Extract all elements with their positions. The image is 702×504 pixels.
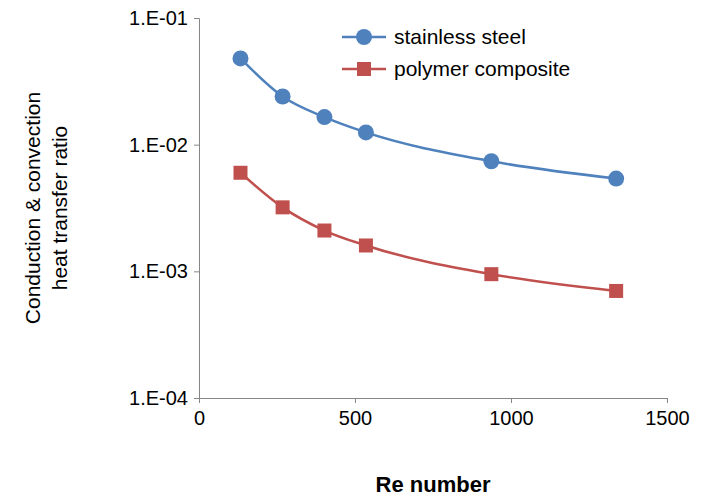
y-tick-label: 1.E-01: [129, 7, 188, 29]
x-tick-mark: [199, 398, 200, 403]
x-tick-label: 1500: [645, 407, 690, 429]
legend: stainless steel polymer composite: [342, 25, 570, 80]
point: [233, 166, 247, 180]
plot-area: [232, 50, 624, 298]
legend-marker: [357, 62, 371, 76]
point: [608, 171, 624, 187]
y-tick-label: 1.E-03: [129, 260, 188, 282]
y-axis-title: heat transfer ratio: [48, 126, 71, 291]
point: [359, 238, 373, 252]
y-tick-label: 1.E-04: [129, 387, 188, 409]
point: [358, 124, 374, 140]
chart: 1.E-04 1.E-03 1.E-02 1.E-01 0 500 1000 1500 Re n…: [0, 0, 702, 504]
x-tick-label: 500: [339, 407, 372, 429]
y-tick: 1.E-01: [129, 7, 199, 29]
legend-entry: stainless steel: [342, 25, 526, 48]
x-tick: 1000: [489, 398, 534, 429]
point: [316, 109, 332, 125]
y-axis-title: Conduction & convection: [21, 92, 44, 324]
point: [275, 89, 291, 105]
x-tick-label: 0: [194, 407, 205, 429]
x-tick: 0: [194, 398, 205, 429]
x-axis: 0 500 1000 1500: [194, 398, 690, 429]
series: [233, 166, 623, 298]
point: [483, 153, 499, 169]
point: [232, 50, 248, 66]
x-tick-mark: [667, 398, 668, 403]
y-axis: 1.E-04 1.E-03 1.E-02 1.E-01: [129, 7, 199, 409]
x-tick-label: 1000: [489, 407, 534, 429]
y-tick-mark: [194, 18, 199, 19]
y-tick: 1.E-03: [129, 260, 199, 282]
x-tick-mark: [511, 398, 512, 403]
y-tick: 1.E-02: [129, 134, 199, 156]
y-axis-line: [194, 19, 200, 399]
series: [232, 50, 624, 186]
point: [484, 267, 498, 281]
point: [609, 284, 623, 298]
legend-entry: polymer composite: [342, 57, 570, 80]
x-tick: 1500: [645, 398, 690, 429]
x-tick: 500: [339, 398, 372, 429]
point: [317, 224, 331, 238]
y-tick-label: 1.E-02: [129, 134, 188, 156]
point: [276, 200, 290, 214]
y-tick-mark: [194, 145, 199, 146]
legend-label: stainless steel: [394, 25, 526, 48]
y-tick: 1.E-04: [129, 387, 199, 409]
x-axis-line: [200, 399, 668, 404]
x-axis-title: Re number: [376, 472, 491, 497]
y-tick-mark: [194, 271, 199, 272]
y-tick-mark: [194, 398, 199, 399]
x-tick-mark: [355, 398, 356, 403]
series-line: [240, 173, 616, 291]
legend-label: polymer composite: [394, 57, 570, 80]
legend-marker: [356, 29, 372, 45]
